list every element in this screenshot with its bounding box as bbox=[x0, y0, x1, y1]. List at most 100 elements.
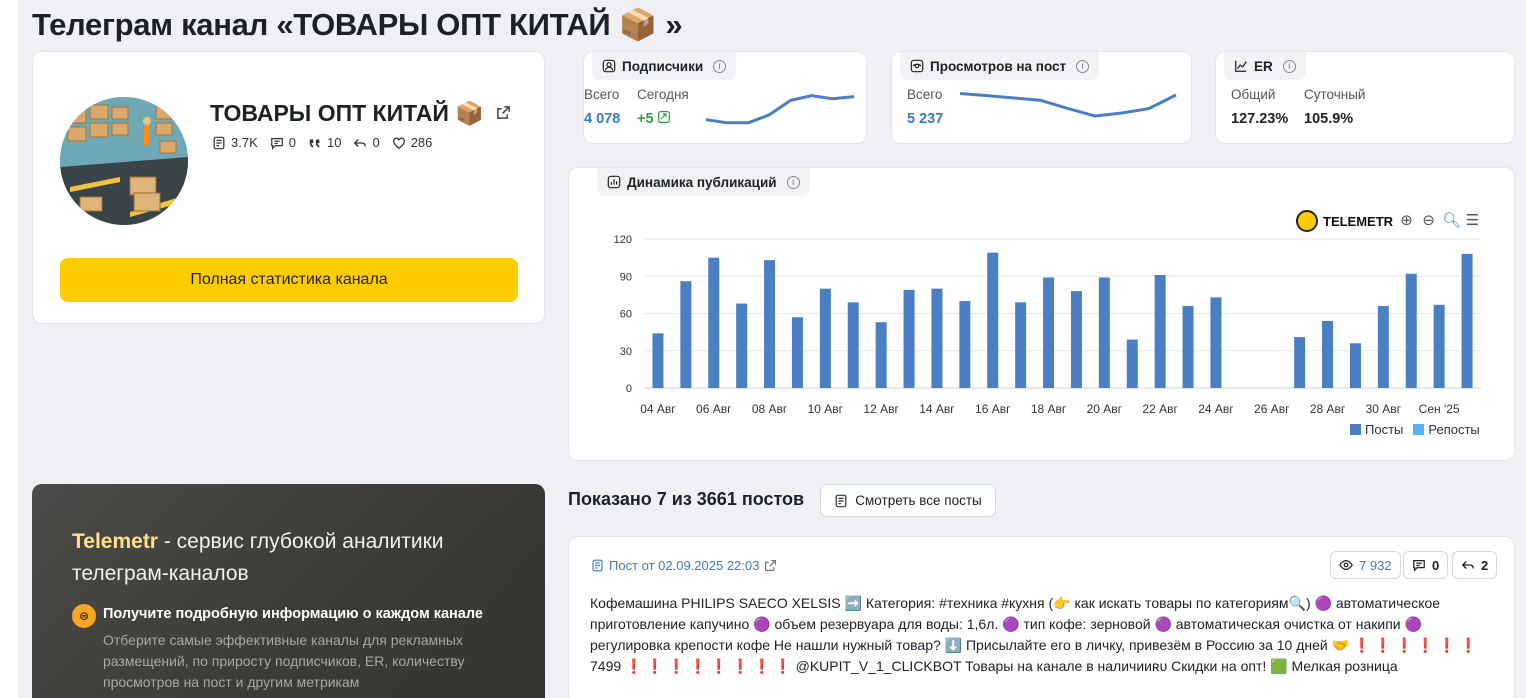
stat-reposts-value: 0 bbox=[372, 135, 380, 150]
info-icon[interactable]: i bbox=[1076, 59, 1090, 73]
subscribers-total-label: Всего bbox=[584, 87, 620, 102]
telemetr-promo: Telemetr - сервис глубокой аналитики тел… bbox=[32, 484, 545, 698]
post-comments-value: 0 bbox=[1432, 557, 1440, 573]
publications-label: Динамика публикаций bbox=[627, 174, 777, 190]
er-label: ER bbox=[1254, 58, 1273, 74]
eye-icon bbox=[1339, 560, 1353, 570]
bar-posts[interactable] bbox=[1070, 291, 1082, 388]
comment-icon bbox=[270, 137, 283, 150]
publications-chart-card: Динамика публикаций i TELEMETR ⊕ ⊖ 🔍︎ ☰ … bbox=[568, 167, 1515, 461]
zoom-in-icon[interactable]: ⊕ bbox=[1400, 212, 1413, 229]
x-tick-label: 20 Авг bbox=[1087, 402, 1123, 416]
bar-posts[interactable] bbox=[1098, 277, 1110, 388]
bar-posts[interactable] bbox=[875, 322, 887, 388]
y-tick-label: 60 bbox=[620, 309, 632, 321]
er-overall: 127.23% bbox=[1231, 111, 1289, 127]
info-icon[interactable]: i bbox=[713, 59, 727, 73]
info-icon[interactable]: i bbox=[786, 175, 800, 189]
channel-name-text: ТОВАРЫ ОПТ КИТАЙ 📦 bbox=[210, 100, 484, 126]
bar-posts[interactable] bbox=[791, 317, 803, 388]
views-trend-line bbox=[960, 92, 1177, 118]
view-all-posts-button[interactable]: Смотреть все посты bbox=[820, 484, 996, 517]
info-icon[interactable]: i bbox=[1282, 59, 1296, 73]
bar-posts[interactable] bbox=[736, 303, 748, 388]
promo-text: Отберите самые эффективные каналы для ре… bbox=[103, 632, 465, 690]
bar-posts[interactable] bbox=[680, 281, 692, 388]
external-link-icon[interactable] bbox=[764, 559, 777, 572]
y-tick-label: 90 bbox=[620, 271, 632, 283]
er-tag: ER i bbox=[1224, 52, 1306, 80]
x-tick-label: Сен '25 bbox=[1419, 402, 1460, 416]
publications-tag: Динамика публикаций i bbox=[597, 168, 810, 196]
bar-posts[interactable] bbox=[764, 260, 776, 388]
trend-up-icon bbox=[657, 111, 670, 124]
bar-posts[interactable] bbox=[708, 257, 720, 388]
bar-posts[interactable] bbox=[652, 333, 664, 388]
promo-heading: Получите подробную информацию о каждом к… bbox=[103, 606, 483, 622]
views-total: 5 237 bbox=[907, 111, 944, 127]
zoom-select-icon[interactable]: 🔍︎ bbox=[1442, 212, 1462, 229]
views-sparkline bbox=[960, 92, 1177, 118]
posts-icon bbox=[213, 136, 225, 149]
bar-posts[interactable] bbox=[1154, 275, 1166, 388]
forward-icon bbox=[1461, 561, 1474, 569]
bar-posts[interactable] bbox=[1126, 339, 1138, 388]
posts-shown-label: Показано 7 из 3661 постов bbox=[568, 489, 805, 509]
post-forwards[interactable]: 2 bbox=[1452, 551, 1498, 579]
bar-posts[interactable] bbox=[959, 301, 971, 388]
bar-posts[interactable] bbox=[1015, 302, 1027, 388]
bar-posts[interactable] bbox=[1349, 343, 1361, 388]
post-views[interactable]: 7 932 bbox=[1330, 551, 1401, 579]
channel-stats: 3.7K 0 10 0 286 bbox=[212, 135, 432, 150]
zoom-out-icon[interactable]: ⊖ bbox=[1422, 212, 1435, 229]
full-stats-button[interactable]: Полная статистика канала bbox=[60, 258, 518, 302]
bar-posts[interactable] bbox=[1377, 306, 1389, 388]
menu-icon[interactable]: ☰ bbox=[1465, 212, 1480, 229]
stat-comments: 0 bbox=[270, 135, 296, 150]
legend-reposts[interactable]: Репосты bbox=[1413, 422, 1480, 437]
bar-posts[interactable] bbox=[1210, 297, 1222, 388]
promo-title: Telemetr - сервис глубокой аналитики тел… bbox=[72, 526, 492, 590]
er-daily-label: Суточный bbox=[1304, 87, 1366, 102]
external-link-icon[interactable] bbox=[496, 105, 511, 124]
subscribers-card: Подписчики i Всего Сегодня 4 078 +5 bbox=[583, 51, 867, 144]
subscribers-trend-line bbox=[706, 94, 855, 125]
view-all-posts-label: Смотреть все посты bbox=[855, 493, 982, 508]
quote-icon bbox=[309, 139, 320, 147]
bar-posts[interactable] bbox=[987, 252, 999, 388]
er-chart-icon bbox=[1235, 60, 1247, 72]
er-daily: 105.9% bbox=[1304, 111, 1354, 127]
legend-reposts-swatch bbox=[1413, 424, 1425, 435]
bar-posts[interactable] bbox=[1433, 304, 1445, 388]
bar-posts[interactable] bbox=[819, 288, 831, 388]
chart-toolbar: ⊕ ⊖ 🔍︎ ☰ bbox=[1398, 211, 1481, 229]
x-tick-label: 30 Авг bbox=[1366, 402, 1402, 416]
telemetr-logo-text: TELEMETR bbox=[1323, 213, 1394, 229]
bar-posts[interactable] bbox=[931, 288, 943, 388]
bar-posts[interactable] bbox=[847, 302, 859, 388]
subscribers-total: 4 078 bbox=[584, 111, 621, 127]
post-comments[interactable]: 0 bbox=[1403, 551, 1449, 579]
stat-posts: 3.7K bbox=[212, 135, 258, 150]
bar-posts[interactable] bbox=[1322, 320, 1334, 388]
subscribers-tag: Подписчики i bbox=[592, 52, 737, 80]
telemetr-logo: TELEMETR bbox=[1296, 210, 1393, 232]
comment-icon bbox=[1413, 560, 1425, 572]
channel-avatar bbox=[60, 97, 188, 225]
x-tick-label: 12 Авг bbox=[863, 402, 899, 416]
x-tick-label: 16 Авг bbox=[975, 402, 1011, 416]
stat-quotes: 10 bbox=[308, 135, 341, 150]
post-icon bbox=[592, 559, 603, 572]
x-tick-label: 08 Авг bbox=[752, 402, 788, 416]
bar-posts[interactable] bbox=[1405, 273, 1417, 388]
legend-posts[interactable]: Посты bbox=[1350, 422, 1403, 437]
subscribers-today-value: +5 bbox=[637, 111, 654, 127]
subscribers-sparkline bbox=[706, 94, 855, 125]
post-date-link[interactable]: Пост от 02.09.2025 22:03 bbox=[591, 558, 777, 573]
bar-posts[interactable] bbox=[1461, 253, 1473, 388]
bar-posts[interactable] bbox=[1294, 337, 1306, 388]
bar-posts[interactable] bbox=[1043, 277, 1055, 388]
bar-posts[interactable] bbox=[1182, 306, 1194, 388]
subscribers-label: Подписчики bbox=[622, 58, 704, 74]
bar-posts[interactable] bbox=[903, 289, 915, 388]
